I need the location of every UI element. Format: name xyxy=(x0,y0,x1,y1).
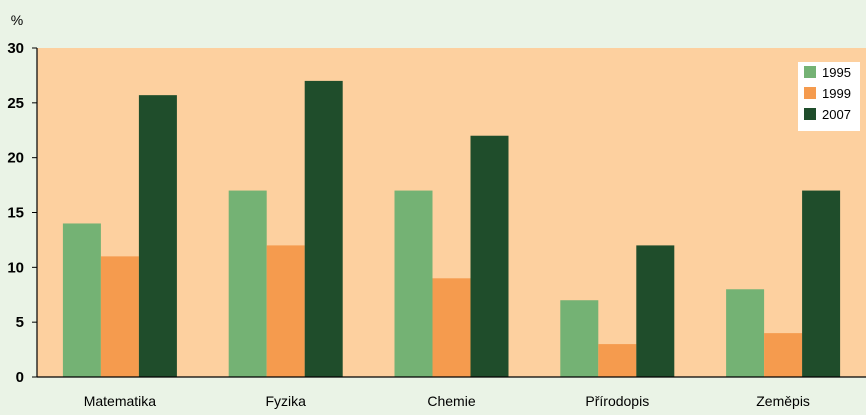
bar-1999-Matematika xyxy=(100,256,139,377)
legend-swatch-1999 xyxy=(804,87,816,99)
bar-1995-Fyzika xyxy=(228,190,267,377)
bar-1999-Přírodopis xyxy=(598,344,637,377)
y-tick-label: 5 xyxy=(16,314,24,331)
bar-1999-Fyzika xyxy=(266,245,305,377)
x-axis-ticks: Matematika Fyzika Chemie Přírodopis Zeměpis xyxy=(84,393,810,409)
x-tick-label: Chemie xyxy=(427,393,475,409)
bar-2007-Zeměpis xyxy=(802,190,841,377)
bar-1999-Zeměpis xyxy=(764,333,803,377)
bars-group xyxy=(62,80,841,378)
legend-swatch-2007 xyxy=(804,108,816,120)
y-tick-label: 25 xyxy=(7,95,24,112)
bar-1995-Přírodopis xyxy=(560,300,599,377)
legend-label: 1999 xyxy=(822,86,851,101)
bar-1995-Chemie xyxy=(394,190,433,377)
y-axis-label: % xyxy=(11,12,23,28)
bar-1999-Chemie xyxy=(432,278,471,377)
legend-swatch-1995 xyxy=(804,66,816,78)
y-axis-ticks: 0 5 10 15 20 25 30 xyxy=(7,40,37,386)
bar-1995-Matematika xyxy=(62,223,101,377)
legend: 1995 1999 2007 xyxy=(798,62,860,131)
y-tick-label: 15 xyxy=(7,205,24,222)
bar-1995-Zeměpis xyxy=(726,289,765,377)
legend-label: 2007 xyxy=(822,107,851,122)
y-tick-label: 20 xyxy=(7,150,24,167)
y-tick-label: 30 xyxy=(7,40,24,57)
x-tick-label: Fyzika xyxy=(265,393,306,409)
bar-2007-Matematika xyxy=(138,95,177,377)
bar-2007-Přírodopis xyxy=(636,245,675,377)
x-tick-label: Zeměpis xyxy=(756,393,810,409)
y-tick-label: 0 xyxy=(16,369,24,386)
bar-2007-Chemie xyxy=(470,135,509,377)
x-tick-label: Přírodopis xyxy=(585,393,649,409)
y-tick-label: 10 xyxy=(7,259,24,276)
legend-label: 1995 xyxy=(822,65,851,80)
bar-2007-Fyzika xyxy=(304,80,343,378)
x-tick-label: Matematika xyxy=(84,393,157,409)
